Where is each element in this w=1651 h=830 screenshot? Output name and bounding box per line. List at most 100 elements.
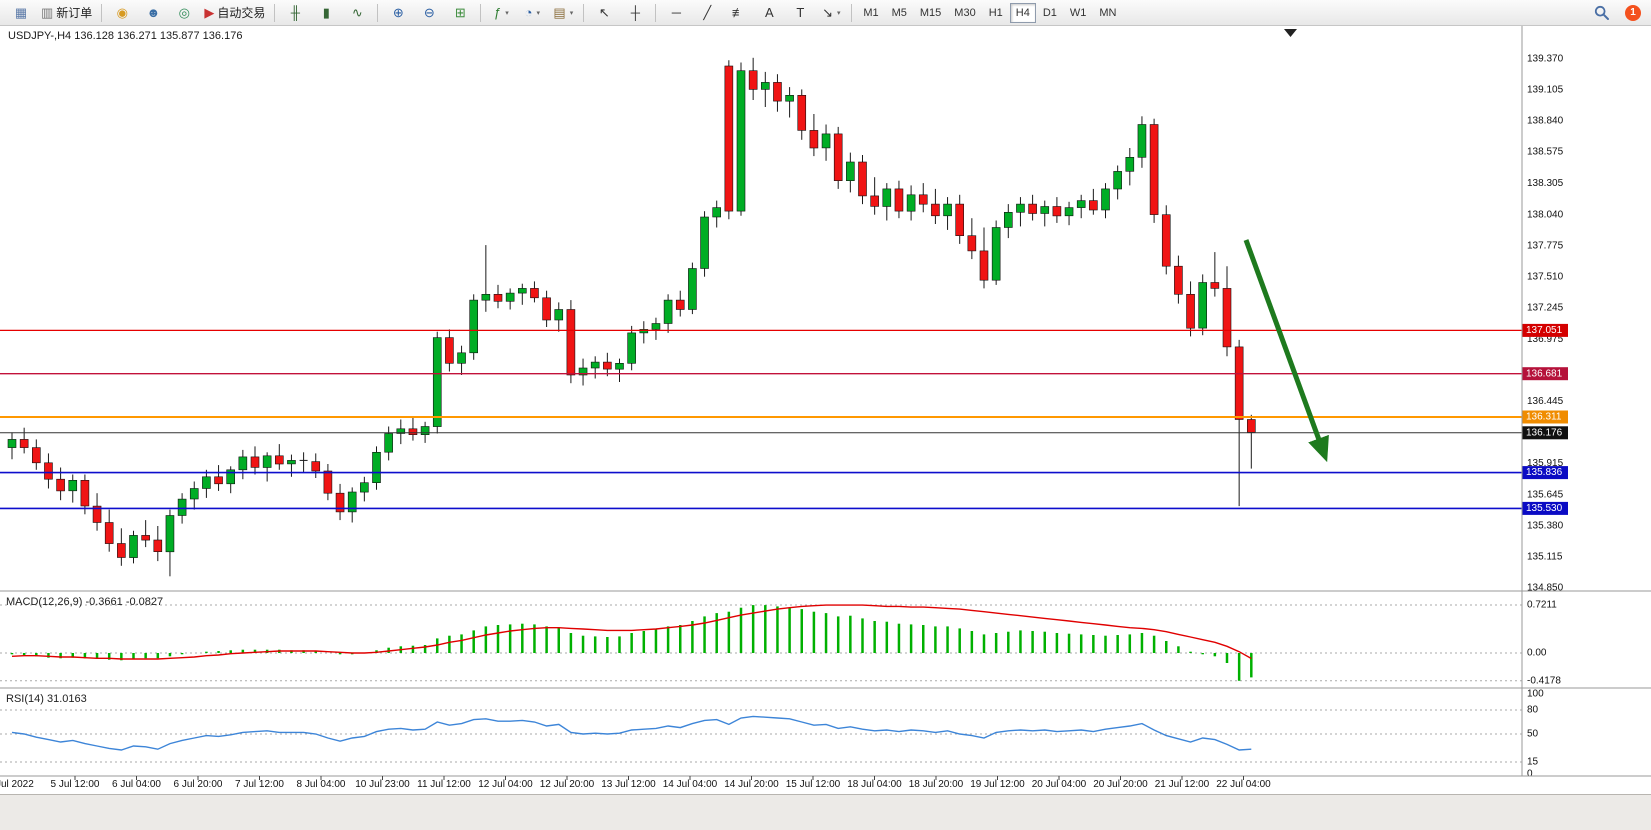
market-watch-button[interactable]: ◉ (107, 2, 137, 24)
bull-candle (505, 292, 515, 302)
timeframe-m15-button[interactable]: M15 (914, 3, 947, 23)
indicators-icon: ƒ (493, 5, 502, 20)
bear-candle (870, 195, 879, 207)
timeframe-m5-label: M5 (891, 6, 907, 19)
autotrading-button[interactable]: ▶ 自动交易 (200, 2, 269, 24)
price-axis-label: 138.305 (1527, 178, 1564, 189)
search-icon (1594, 5, 1609, 20)
fibonacci-tool-icon: ≢ (731, 5, 745, 20)
bull-candle (712, 207, 722, 218)
bar-chart-mode-icon: ╫ (290, 5, 300, 20)
bear-candle (445, 337, 454, 364)
hline-tool-button[interactable]: ─ (661, 2, 691, 24)
bear-candle (1149, 124, 1159, 215)
toolbar-separator (851, 3, 853, 22)
dropdown-caret-icon: ▾ (837, 9, 841, 17)
market-watch-icon: ◉ (116, 5, 128, 20)
toolbar-separator (655, 3, 657, 22)
bear-candle (153, 539, 163, 552)
line-chart-mode-button[interactable]: ∿ (342, 2, 372, 24)
search-button[interactable] (1587, 2, 1617, 24)
timeframe-m30-button[interactable]: M30 (948, 3, 981, 23)
time-axis-label: 20 Jul 04:00 (1032, 779, 1087, 790)
bear-candle (675, 299, 685, 310)
price-axis-label: 136.445 (1527, 396, 1564, 407)
timeframe-mn-button[interactable]: MN (1093, 3, 1122, 23)
bull-candle (1198, 282, 1207, 329)
trendline-tool-button[interactable]: ╱ (692, 2, 722, 24)
periods-button[interactable]: ◔ ▾ (517, 2, 547, 24)
rsi-axis-label: 15 (1527, 757, 1539, 768)
bull-candle (700, 216, 709, 269)
rsi-axis-label: 0 (1527, 769, 1533, 780)
timeframe-m30-label: M30 (954, 6, 976, 19)
crosshair-tool-button[interactable]: ┼ (620, 2, 650, 24)
rsi-axis-label: 100 (1527, 689, 1544, 700)
macd-signal-line (11, 604, 1252, 660)
price-badge (1522, 426, 1568, 440)
timeframe-d1-button[interactable]: D1 (1037, 3, 1063, 23)
bear-candle (894, 188, 904, 212)
templates-button[interactable]: ▤ ▾ (548, 2, 578, 24)
notification-badge[interactable]: 1 (1625, 4, 1641, 21)
bull-candle (590, 361, 600, 369)
bar-chart-mode-button[interactable]: ╫ (280, 2, 310, 24)
bear-candle (918, 194, 928, 205)
bear-candle (967, 235, 977, 252)
fibonacci-tool-button[interactable]: ≢ (723, 2, 753, 24)
bull-candle (238, 456, 248, 471)
time-axis-label: 6 Jul 04:00 (112, 779, 161, 790)
trend-arrow-annotation[interactable] (1243, 239, 1329, 463)
bear-candle (80, 479, 90, 507)
bear-candle (92, 505, 102, 523)
bull-candle (396, 428, 406, 434)
scroll-marker-icon[interactable] (1284, 29, 1297, 37)
chart-window-button[interactable]: ▦ (6, 2, 36, 24)
web-community-button[interactable]: ◎ (169, 2, 199, 24)
text-tool-icon: A (764, 5, 774, 20)
rsi-line (11, 715, 1252, 751)
zoom-in-icon: ⊕ (392, 5, 404, 20)
rsi-axis-label: 50 (1527, 729, 1539, 740)
bull-candle (432, 337, 442, 427)
accounts-button[interactable]: ☻ (138, 2, 168, 24)
text-tool-button[interactable]: A (754, 2, 784, 24)
macd-label: MACD(12,26,9) -0.3661 -0.0827 (6, 596, 163, 608)
cursor-tool-button[interactable]: ↖ (589, 2, 619, 24)
time-axis[interactable]: Jul 2022 5 Jul 12:00 6 Jul 04:00 6 Jul 20:0… (0, 776, 1271, 790)
time-axis-label: 12 Jul 20:00 (540, 779, 595, 790)
zoom-in-button[interactable]: ⊕ (383, 2, 413, 24)
timeframe-m1-button[interactable]: M1 (857, 3, 884, 23)
chart-canvas[interactable]: USDJPY-,H4 136.128 136.271 135.877 136.1… (0, 26, 1651, 794)
price-badge-label: 135.530 (1526, 503, 1563, 514)
time-axis-label: 21 Jul 12:00 (1155, 779, 1210, 790)
price-badge (1522, 501, 1568, 515)
timeframe-h4-button[interactable]: H4 (1009, 2, 1036, 23)
time-axis-label: 14 Jul 20:00 (724, 779, 779, 790)
indicators-button[interactable]: ƒ ▾ (486, 2, 516, 24)
bull-candle (1064, 207, 1074, 217)
bull-candle (372, 451, 381, 483)
new-order-button[interactable]: ▥ 新订单 (37, 2, 96, 24)
candlestick-mode-button[interactable]: ▮ (311, 2, 341, 24)
zoom-out-button[interactable]: ⊖ (414, 2, 444, 24)
bull-candle (1113, 171, 1122, 190)
timeframe-h1-button[interactable]: H1 (983, 3, 1009, 23)
bull-candle (688, 268, 697, 310)
label-tool-icon: T (796, 5, 805, 20)
tile-windows-button[interactable]: ⊞ (445, 2, 475, 24)
bear-candle (1234, 346, 1244, 420)
toolbar-separator (377, 3, 379, 22)
bull-candle (651, 323, 661, 330)
cursor-tool-icon: ↖ (598, 5, 610, 20)
macd-axis-label: 0.7211 (1527, 600, 1557, 611)
bear-candle (1028, 203, 1037, 214)
time-axis-label: 22 Jul 04:00 (1216, 779, 1271, 790)
label-tool-button[interactable]: T (785, 2, 815, 24)
price-axis[interactable]: 139.370 139.105 138.840 138.575 138.305 138.0… (1522, 54, 1568, 594)
timeframe-m5-button[interactable]: M5 (886, 3, 913, 23)
bull-candle (1137, 124, 1147, 158)
timeframe-w1-button[interactable]: W1 (1064, 3, 1093, 23)
shapes-tool-button[interactable]: ↘ ▾ (816, 2, 846, 24)
